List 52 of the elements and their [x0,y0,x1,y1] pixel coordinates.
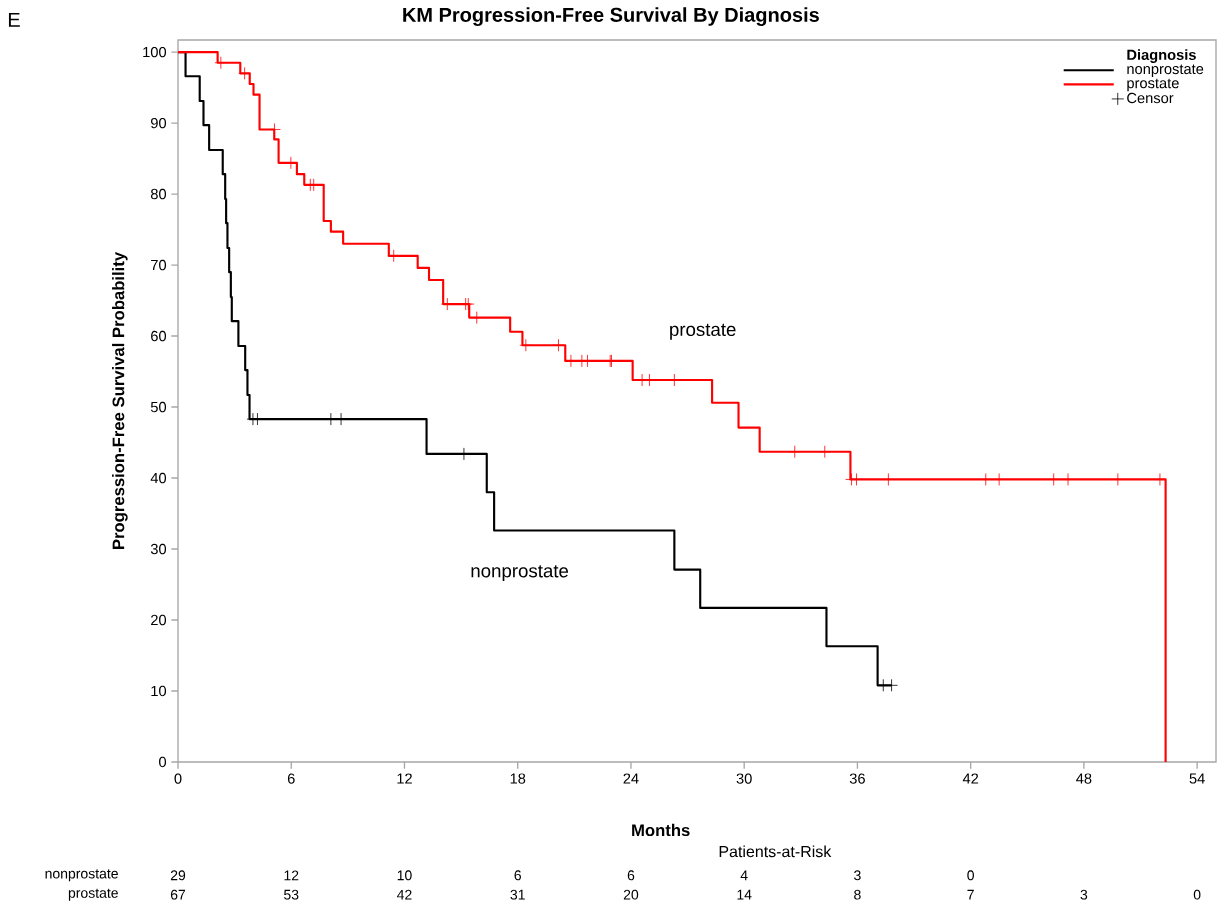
y-tick-label: 70 [151,259,167,271]
y-tick-label: 20 [151,614,167,626]
y-tick-label: 100 [143,46,167,58]
text: 10 [397,870,412,881]
x-tick-label: 24 [623,773,639,784]
text: 6 [627,870,635,881]
legend-label: Censor [1127,92,1174,104]
text: 67 [170,889,186,900]
text: 4 [740,870,748,881]
y-tick-label: 80 [150,188,167,200]
x-tick-label: 0 [174,773,182,784]
x-tick-label: 48 [1076,773,1092,784]
text: 0 [1193,889,1201,900]
legend-label: prostate [1127,78,1179,92]
text: 53 [284,889,299,900]
text: E [8,12,20,27]
annotation: nonprostate [471,565,569,582]
text: nonprostate [45,869,118,882]
text: 3 [854,870,861,881]
y-axis-title: Progression-Free Survival Probability [112,251,128,549]
text: 14 [737,889,752,900]
text: 8 [854,889,861,900]
x-axis-title: Months [632,823,690,837]
text: 3 [1080,889,1088,900]
y-tick-label: 40 [150,472,167,484]
x-tick-label: 30 [736,773,752,784]
x-tick-label: 6 [287,773,295,784]
y-tick-label: 30 [150,543,167,555]
chart-title: KM Progression-Free Survival By Diagnosis [403,7,819,26]
text: 6 [514,870,521,881]
x-tick-label: 36 [849,773,865,784]
x-tick-label: 12 [397,773,412,784]
y-tick-label: 60 [151,330,167,342]
y-tick-label: 90 [151,117,167,129]
text: 0 [967,870,974,881]
text: prostate [68,888,118,901]
x-tick-label: 18 [510,773,526,784]
y-tick-label: 10 [151,685,167,697]
text: 7 [967,889,974,900]
annotation: prostate [670,323,736,340]
text: 29 [170,870,186,881]
text: 31 [510,889,525,900]
x-tick-label: 42 [962,773,979,784]
y-tick-label: 50 [150,401,167,413]
text: Patients-at-Risk [719,845,832,858]
text: 42 [397,889,412,900]
legend-label: nonprostate [1127,64,1204,78]
legend-title: Diagnosis [1127,49,1196,63]
y-tick-label: 0 [159,756,167,768]
x-tick-label: 54 [1189,773,1205,784]
text: 12 [284,870,299,881]
text: 20 [623,889,639,900]
